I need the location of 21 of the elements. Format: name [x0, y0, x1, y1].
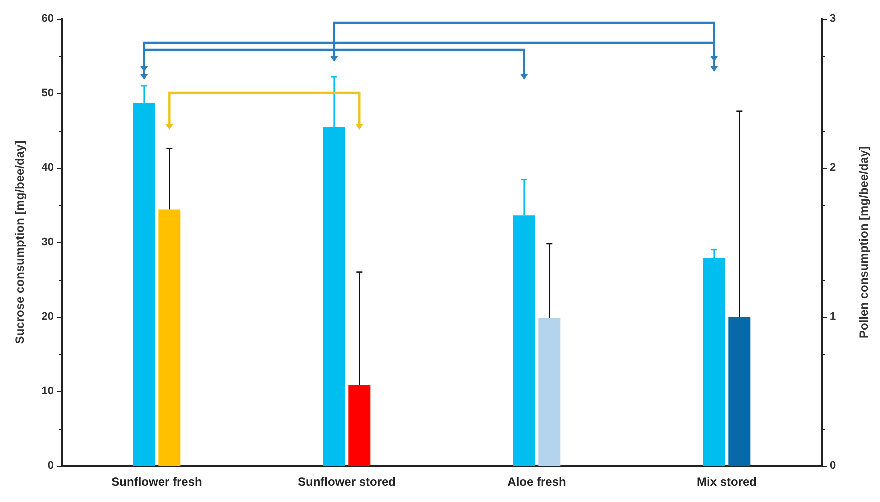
y2-tick-label: 3 [830, 13, 836, 25]
y2-tick-label: 2 [830, 162, 836, 174]
x-tick-label: Sunflower fresh [112, 475, 202, 489]
bar [348, 386, 371, 466]
y-tick-label: 60 [42, 13, 54, 25]
y-tick-label: 50 [42, 88, 54, 100]
y-axis-title: Sucrose consumption [mg/bee/day] [13, 140, 27, 344]
y2-tick-label: 1 [830, 311, 836, 323]
bar [538, 318, 561, 466]
y-tick-label: 10 [42, 386, 54, 398]
bar [728, 317, 751, 466]
y-tick-label: 30 [42, 236, 54, 248]
y-tick-label: 0 [48, 460, 54, 472]
x-tick-label: Aloe fresh [508, 475, 566, 489]
y-tick-label: 20 [42, 311, 54, 323]
x-tick-label: Sunflower stored [298, 475, 396, 489]
x-tick-label: Mix stored [696, 475, 758, 489]
y-tick-label: 40 [42, 162, 54, 174]
bar [158, 210, 181, 466]
y2-tick-label: 0 [830, 460, 836, 472]
y2-axis-title: Pollen consumption [mg/bee/day] [857, 146, 871, 339]
